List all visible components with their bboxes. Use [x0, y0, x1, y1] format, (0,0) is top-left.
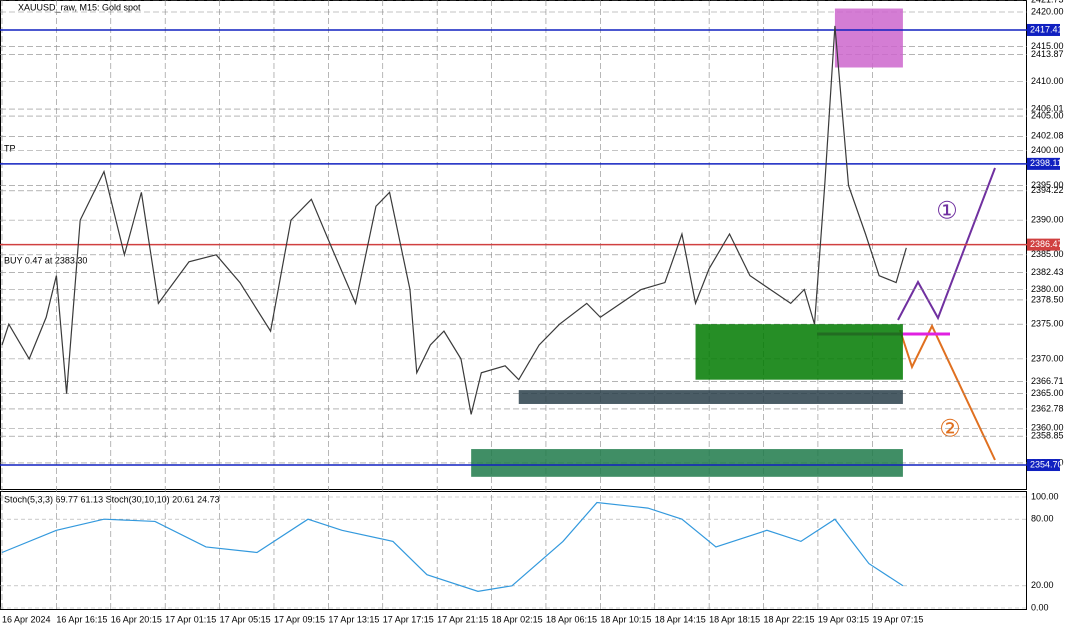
level-label: 2386.47: [1030, 239, 1063, 249]
y-tick-label: 2385.00: [1031, 249, 1064, 259]
y-tick-label: 2366.71: [1031, 376, 1064, 386]
level-tag: [1027, 157, 1060, 170]
y-tick-label: 2405.00: [1031, 110, 1064, 120]
x-tick-label: 16 Apr 16:15: [56, 614, 107, 624]
zone: [695, 324, 903, 380]
tp-label: TP: [4, 143, 16, 153]
zone: [471, 449, 903, 477]
stoch-tick-label: 0.00: [1031, 602, 1049, 612]
x-tick-label: 17 Apr 09:15: [274, 614, 325, 624]
x-tick-label: 19 Apr 07:15: [872, 614, 923, 624]
level-label: 2398.11: [1030, 158, 1062, 168]
y-tick-label: 2390.00: [1031, 215, 1064, 225]
level-tag: [1027, 459, 1060, 472]
x-tick-label: 17 Apr 21:15: [437, 614, 488, 624]
y-tick-label: 2370.00: [1031, 353, 1064, 363]
x-tick-label: 18 Apr 14:15: [655, 614, 706, 624]
x-tick-label: 16 Apr 20:15: [111, 614, 162, 624]
x-tick-label: 18 Apr 06:15: [546, 614, 597, 624]
x-tick-label: 16 Apr 2024: [2, 614, 51, 624]
order-label: BUY 0.47 at 2383.30: [4, 255, 87, 265]
zone: [834, 8, 903, 68]
price-line: [1, 25, 907, 415]
y-tick-label: 2365.00: [1031, 388, 1064, 398]
x-tick-label: 18 Apr 10:15: [600, 614, 651, 624]
y-tick-label: 2360.00: [1031, 423, 1064, 433]
stoch-tick-label: 100.00: [1031, 491, 1059, 501]
x-tick-label: 17 Apr 01:15: [165, 614, 216, 624]
y-tick-label: 2415.00: [1031, 41, 1064, 51]
y-tick-label: 2413.87: [1031, 49, 1064, 59]
zone: [518, 390, 903, 404]
level-label: 2354.70: [1030, 459, 1063, 469]
level-tag: [1027, 238, 1060, 251]
y-tick-label: 2380.00: [1031, 284, 1064, 294]
stoch-tick-label: 80.00: [1031, 514, 1054, 524]
y-tick-label: 2410.00: [1031, 76, 1064, 86]
x-tick-label: 18 Apr 18:15: [709, 614, 760, 624]
y-tick-label: 2378.50: [1031, 294, 1064, 304]
x-tick-label: 17 Apr 17:15: [383, 614, 434, 624]
x-tick-label: 17 Apr 13:15: [328, 614, 379, 624]
y-tick-label: 2400.00: [1031, 145, 1064, 155]
scenario-2-arrow: [899, 323, 996, 461]
price-line: [1, 501, 904, 592]
level-label: 2417.41: [1030, 24, 1063, 34]
x-tick-label: 18 Apr 02:15: [492, 614, 543, 624]
x-tick-label: 18 Apr 22:15: [764, 614, 815, 624]
y-tick-label: 2395.00: [1031, 180, 1064, 190]
y-tick-label: 2406.01: [1031, 103, 1064, 113]
stoch-label: Stoch(5,3,3) 69.77 61.13 Stoch(30,10,10)…: [4, 494, 220, 504]
chart-title: XAUUSD_raw, M15: Gold spot: [18, 2, 141, 12]
x-tick-label: 19 Apr 03:15: [818, 614, 869, 624]
y-tick-label: 2402.08: [1031, 131, 1064, 141]
stoch-panel: [0, 491, 1027, 610]
y-tick-label: 2394.22: [1031, 185, 1064, 195]
scenario-2: ②: [939, 415, 961, 442]
stoch-tick-label: 20.00: [1031, 580, 1054, 590]
y-tick-label: 2420.00: [1031, 6, 1064, 16]
y-tick-label: 2375.00: [1031, 319, 1064, 329]
y-tick-label: 2382.43: [1031, 267, 1064, 277]
x-tick-label: 17 Apr 05:15: [220, 614, 271, 624]
y-tick-label: 2358.85: [1031, 431, 1064, 441]
y-tick-label: 2421.73: [1031, 0, 1064, 4]
y-tick-label: 2362.78: [1031, 403, 1064, 413]
scenario-1: ①: [936, 197, 958, 224]
level-tag: [1027, 23, 1060, 36]
